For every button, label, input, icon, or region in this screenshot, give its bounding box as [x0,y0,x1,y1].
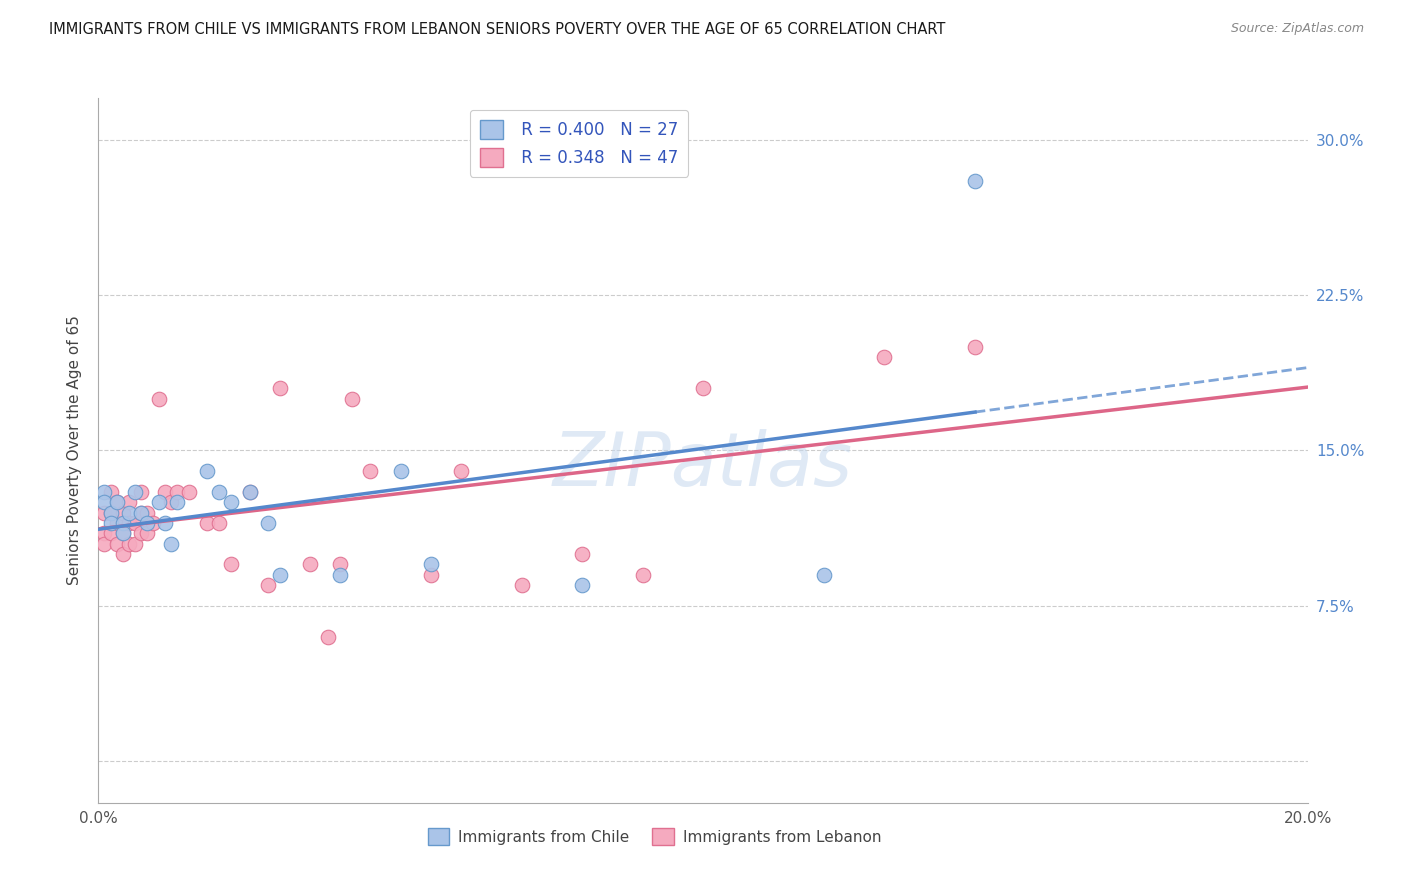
Point [100,516,122,530]
Point [420,558,443,572]
Point [510,578,533,592]
Point [100,484,122,499]
Point [342,392,364,406]
Point [129,506,152,520]
Point [153,484,176,499]
Legend: Immigrants from Chile, Immigrants from Lebanon: Immigrants from Chile, Immigrants from L… [422,822,887,852]
Point [179,484,201,499]
Point [166,484,188,499]
Point [118,506,141,520]
Point [360,464,382,478]
Point [221,558,243,572]
Point [118,516,141,530]
Point [105,495,128,509]
Point [93,506,115,520]
Point [208,484,231,499]
Point [965,174,987,188]
Point [195,464,218,478]
Point [111,506,134,520]
Point [269,567,291,582]
Point [124,537,146,551]
Point [299,558,322,572]
Point [239,484,262,499]
Point [100,506,122,520]
Point [813,567,835,582]
Point [124,516,146,530]
Point [389,464,412,478]
Point [571,547,593,561]
Point [256,578,278,592]
Point [631,567,654,582]
Point [239,484,262,499]
Point [118,495,141,509]
Point [148,392,170,406]
Point [873,350,896,364]
Point [142,516,165,530]
Point [329,567,352,582]
Point [153,516,176,530]
Point [450,464,472,478]
Point [105,495,128,509]
Point [93,526,115,541]
Point [135,506,157,520]
Point [105,537,128,551]
Point [111,526,134,541]
Text: Source: ZipAtlas.com: Source: ZipAtlas.com [1230,22,1364,36]
Point [129,506,152,520]
Y-axis label: Seniors Poverty Over the Age of 65: Seniors Poverty Over the Age of 65 [67,316,83,585]
Point [135,516,157,530]
Point [129,526,152,541]
Text: IMMIGRANTS FROM CHILE VS IMMIGRANTS FROM LEBANON SENIORS POVERTY OVER THE AGE OF: IMMIGRANTS FROM CHILE VS IMMIGRANTS FROM… [49,22,946,37]
Point [221,495,243,509]
Point [692,381,714,395]
Point [148,495,170,509]
Point [100,506,122,520]
Point [195,516,218,530]
Point [269,381,291,395]
Point [100,526,122,541]
Point [329,558,352,572]
Text: ZIPatlas: ZIPatlas [553,428,853,500]
Point [420,567,443,582]
Point [118,537,141,551]
Point [208,516,231,530]
Point [124,484,146,499]
Point [93,537,115,551]
Point [160,495,183,509]
Point [571,578,593,592]
Point [316,630,339,644]
Point [111,526,134,541]
Point [93,495,115,509]
Point [166,495,188,509]
Point [160,537,183,551]
Point [105,516,128,530]
Point [111,547,134,561]
Point [129,484,152,499]
Point [111,516,134,530]
Point [965,340,987,354]
Point [256,516,278,530]
Point [135,526,157,541]
Point [93,484,115,499]
